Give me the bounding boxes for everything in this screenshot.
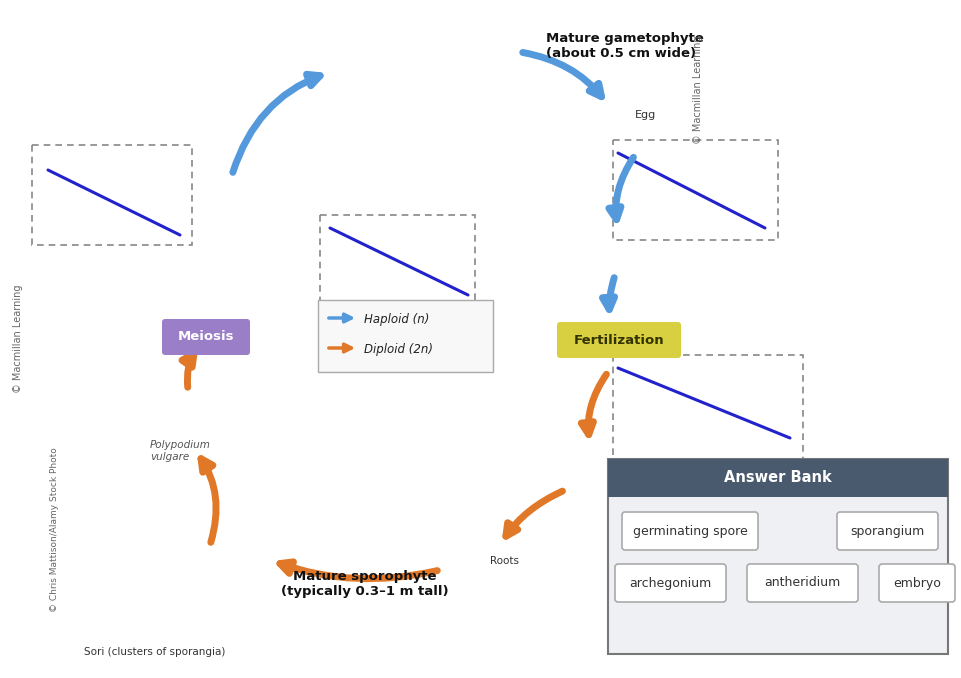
Text: Answer Bank: Answer Bank xyxy=(725,471,832,485)
Text: archegonium: archegonium xyxy=(629,576,712,589)
Text: Mature gametophyte
(about 0.5 cm wide): Mature gametophyte (about 0.5 cm wide) xyxy=(546,32,703,60)
Text: © Macmillan Learning: © Macmillan Learning xyxy=(13,285,23,393)
FancyBboxPatch shape xyxy=(615,564,726,602)
Bar xyxy=(318,300,493,372)
Text: sporangium: sporangium xyxy=(850,525,924,538)
Text: © Macmillan Learning: © Macmillan Learning xyxy=(693,36,703,144)
Bar xyxy=(32,145,192,245)
Text: Meiosis: Meiosis xyxy=(178,330,234,344)
Bar xyxy=(608,459,948,497)
Bar xyxy=(613,140,778,240)
Text: embryo: embryo xyxy=(893,576,941,589)
FancyBboxPatch shape xyxy=(747,564,858,602)
Bar xyxy=(320,215,475,320)
Text: germinating spore: germinating spore xyxy=(632,525,748,538)
Text: antheridium: antheridium xyxy=(764,576,841,589)
Text: Egg: Egg xyxy=(635,110,656,120)
Text: Polypodium
vulgare: Polypodium vulgare xyxy=(150,440,210,462)
FancyBboxPatch shape xyxy=(162,319,250,355)
FancyBboxPatch shape xyxy=(557,322,681,358)
Text: Sori (clusters of sporangia): Sori (clusters of sporangia) xyxy=(85,647,226,657)
Bar xyxy=(608,459,948,654)
Text: Haploid (n): Haploid (n) xyxy=(364,313,430,325)
Text: Diploid (2n): Diploid (2n) xyxy=(364,342,433,355)
FancyBboxPatch shape xyxy=(622,512,758,550)
Text: Fertilization: Fertilization xyxy=(574,334,664,346)
Text: Mature sporophyte
(typically 0.3–1 m tall): Mature sporophyte (typically 0.3–1 m tal… xyxy=(282,570,449,598)
Text: © Chris Mattison/Alamy Stock Photo: © Chris Mattison/Alamy Stock Photo xyxy=(51,447,60,612)
FancyBboxPatch shape xyxy=(837,512,938,550)
Bar xyxy=(613,355,803,460)
Text: Roots: Roots xyxy=(490,556,519,566)
FancyBboxPatch shape xyxy=(879,564,955,602)
